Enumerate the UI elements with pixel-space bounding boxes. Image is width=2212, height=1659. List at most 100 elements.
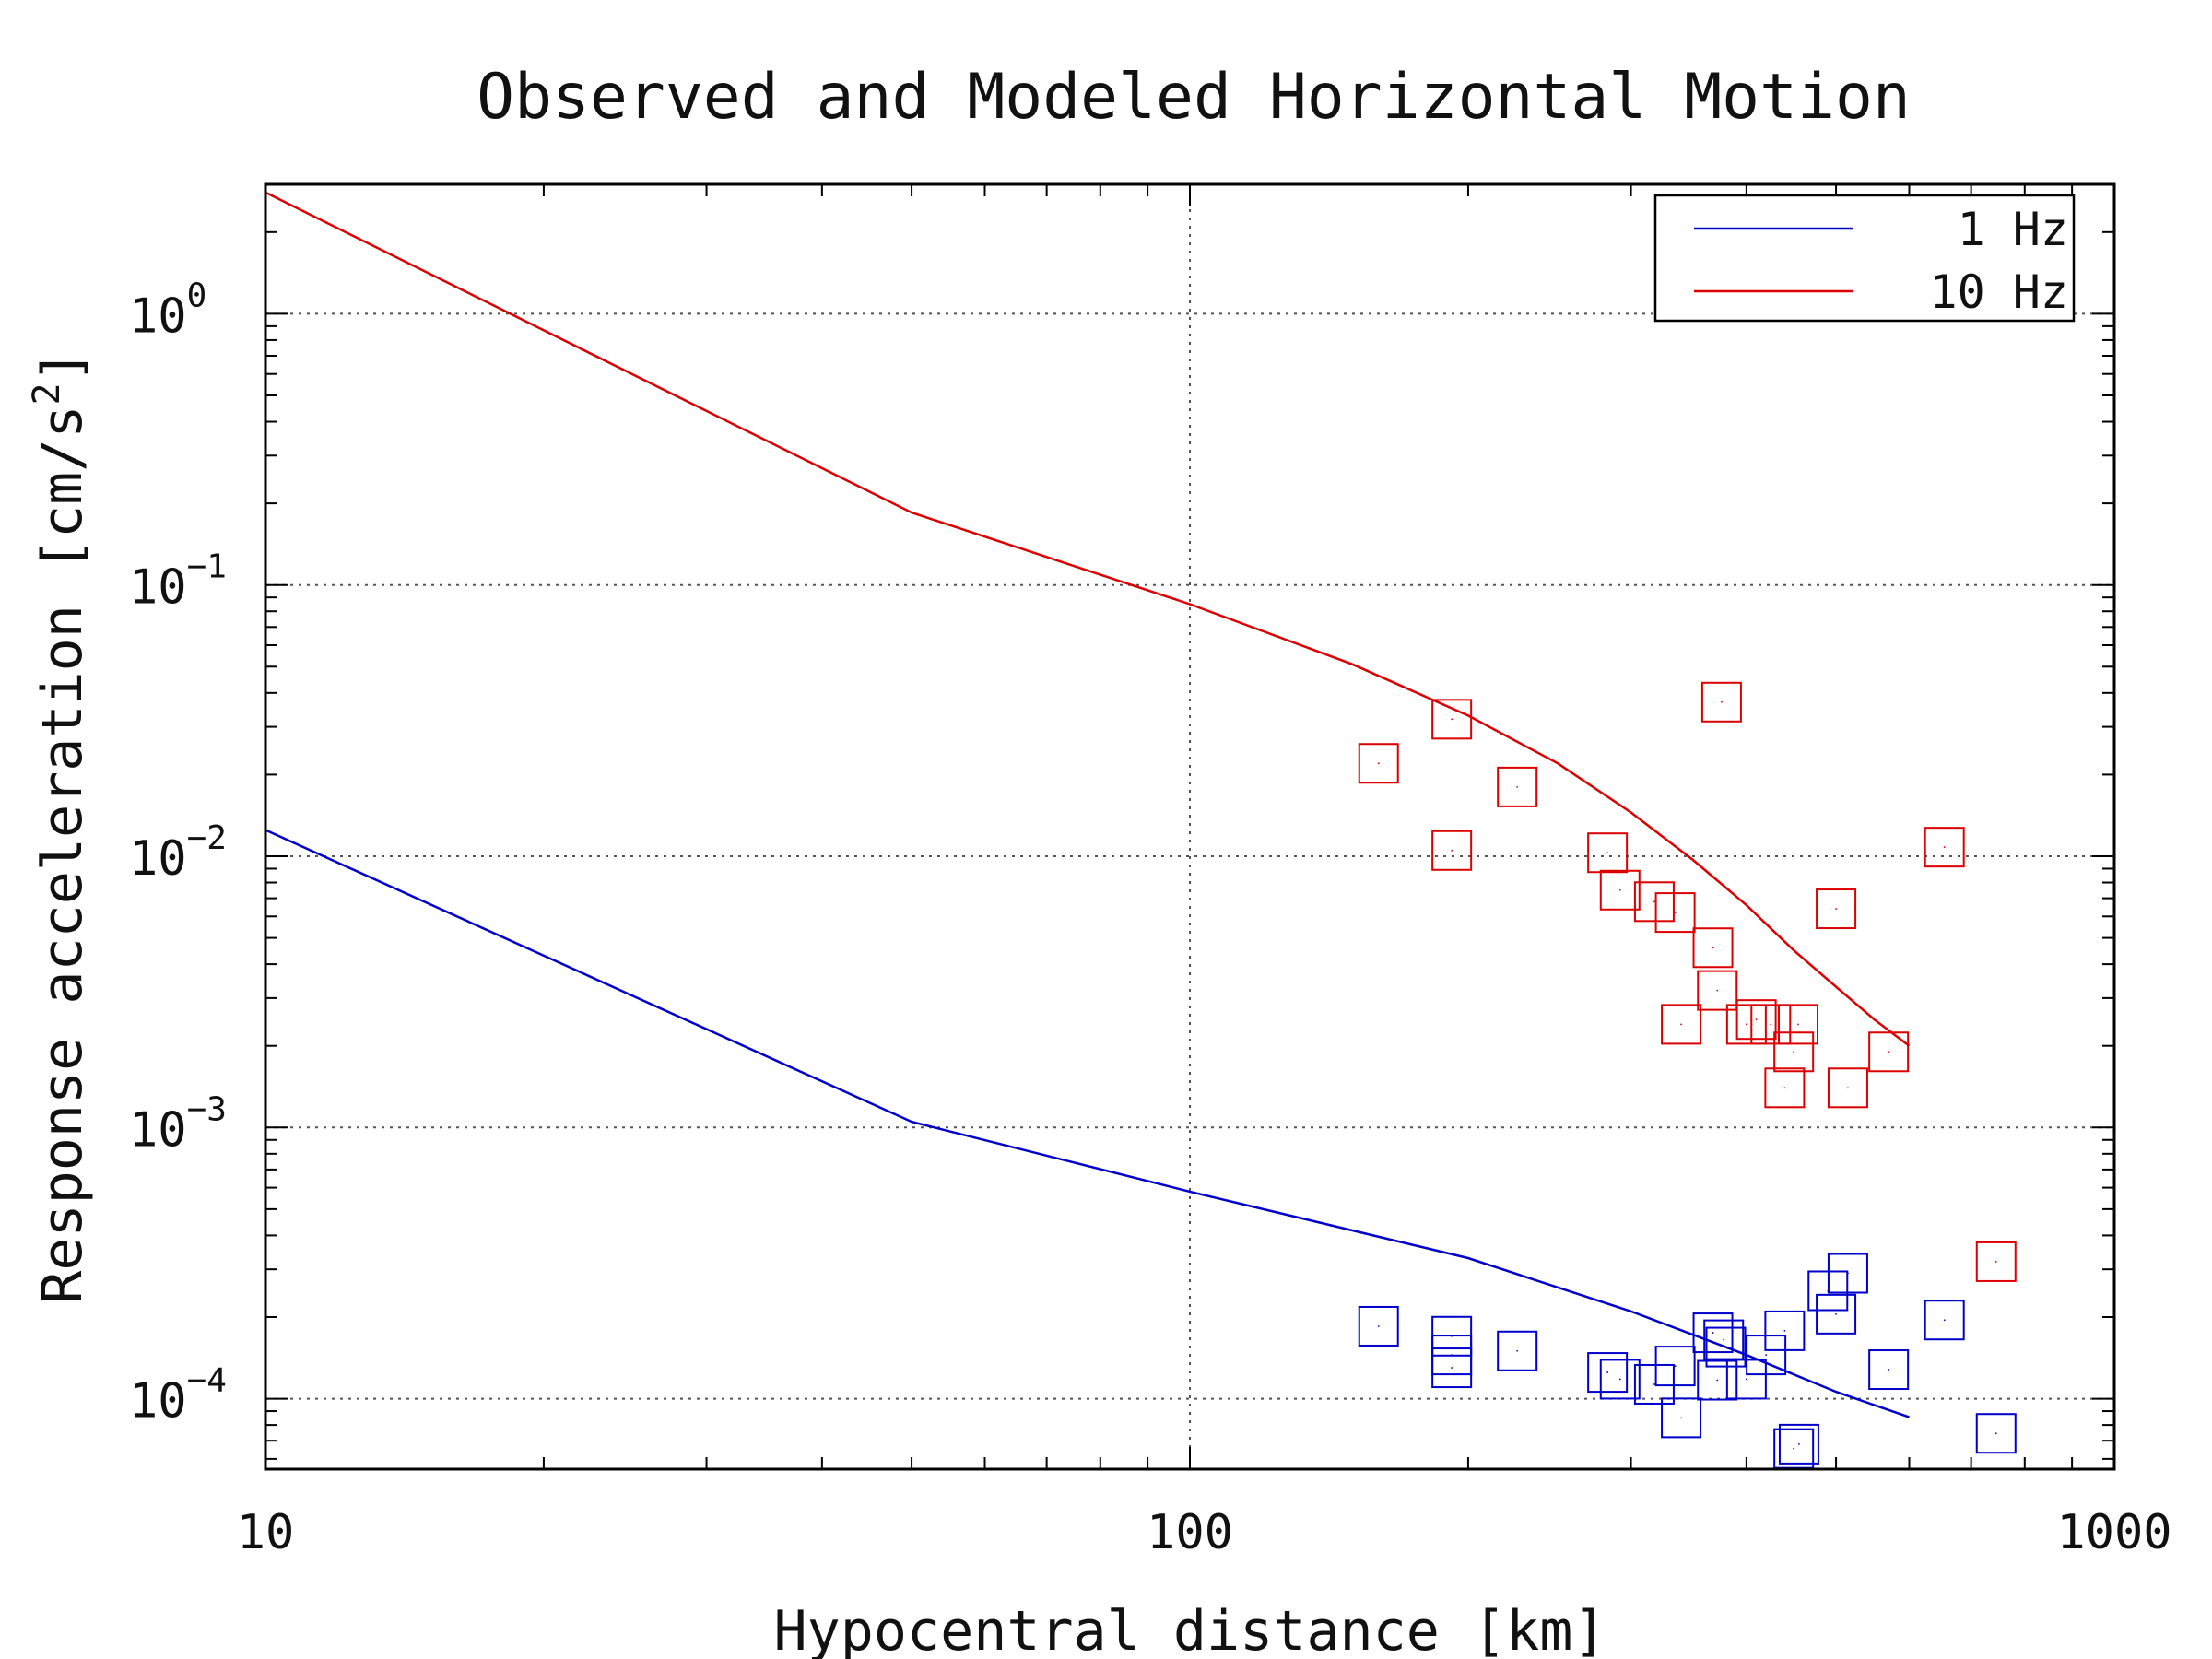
data-point-10-hz-observed [1697,970,1738,1011]
data-point-center [1943,846,1946,849]
ticks [265,183,2114,1469]
data-point-center [1451,1367,1453,1369]
data-point-10-hz-observed [1750,1004,1792,1045]
data-point-1-hz-observed [1587,1352,1629,1394]
y-tick-label: 10−2 [129,819,227,887]
data-point-center [1606,852,1609,854]
data-point-10-hz-observed [1773,1031,1815,1073]
y-tick-label: 10−1 [129,548,227,616]
data-point-10-hz-observed [1735,999,1777,1041]
data-point-center [1765,1354,1768,1357]
data-point-1-hz-observed [1431,1347,1473,1389]
legend: 1 Hz 10 Hz [1653,194,2076,323]
data-point-center [1755,1018,1758,1021]
data-point-center [1835,1312,1837,1315]
data-point-center [1835,908,1837,910]
y-tick-base: 10 [129,1102,187,1158]
data-point-center [1797,1023,1799,1026]
data-point-1-hz-observed [1599,1359,1641,1400]
x-axis-label: Hypocentral distance [km] [773,1599,1606,1659]
data-point-10-hz-observed [1431,830,1473,871]
data-point-10-hz-observed [1633,881,1675,923]
data-point-center [1653,1383,1655,1385]
data-point-1-hz-observed [1703,1319,1745,1360]
data-point-10-hz-observed [1692,927,1734,969]
data-point-center [1451,1354,1453,1357]
data-point-10-hz-observed [1924,827,1965,868]
data-point-center [1745,1378,1747,1381]
data-point-center [1716,989,1719,992]
data-point-center [1618,888,1621,891]
data-point-1-hz-observed [1827,1253,1868,1294]
data-point-1-hz-observed [1924,1300,1965,1341]
data-point-center [1516,1349,1519,1352]
data-point-center [1888,1051,1890,1053]
data-point-1-hz-observed [1692,1312,1734,1354]
series-group [265,191,2017,1469]
y-tick-exponent: −2 [187,819,227,857]
x-tick-label: 10 [237,1505,295,1560]
chart-title: Observed and Modeled Horizontal Motion [477,61,1911,134]
data-point-10-hz-observed [1725,1004,1767,1045]
legend-box [1653,194,2076,323]
x-tick-label: 1000 [2056,1505,2171,1560]
data-point-1-hz-observed [1778,1423,1819,1465]
data-point-center [1943,1319,1946,1322]
data-point-center [1847,1272,1849,1275]
data-point-1-hz-observed [1358,1305,1399,1347]
data-point-10-hz-observed [1587,832,1629,874]
y-axis-label-close: ] [30,349,95,382]
data-point-10-hz-observed [1700,681,1742,723]
y-tick-base: 10 [129,1374,187,1430]
y-tick-exponent: −4 [187,1362,227,1400]
data-point-10-hz-observed [1975,1241,2017,1282]
data-point-center [1798,1442,1800,1445]
y-axis-label-exp: 2 [26,382,68,405]
data-point-1-hz-observed [1705,1326,1747,1368]
y-tick-exponent: −3 [187,1090,227,1128]
data-point-center [1674,912,1677,913]
y-tick-exponent: 0 [187,276,207,314]
data-point-center [1618,1378,1621,1381]
data-point-1-hz-observed [1633,1363,1675,1405]
y-tick-base: 10 [129,560,187,616]
data-point-center [1745,1023,1747,1026]
data-point-center [1783,1329,1786,1332]
data-point-center [1680,1417,1682,1419]
legend-label: 10 Hz [1929,265,2068,319]
data-point-center [1377,1325,1380,1327]
data-point-1-hz-observed [1497,1330,1538,1371]
y-tick-exponent: −1 [187,548,227,586]
data-point-center [1888,1369,1890,1371]
data-point-1-hz-observed [1654,1346,1696,1387]
data-point-center [1770,1023,1772,1026]
data-point-center [1793,1447,1795,1450]
legend-label: 1 Hz [1958,203,2068,256]
series-line-1-hz [265,829,1910,1418]
y-tick-label: 10−3 [129,1090,227,1158]
data-point-1-hz-observed [1816,1293,1857,1335]
y-tick-base: 10 [129,831,187,887]
data-point-center [1712,1332,1714,1334]
y-tick-label: 10−4 [129,1362,227,1430]
data-point-1-hz-observed [1764,1310,1806,1351]
x-tick-label: 100 [1147,1505,1233,1560]
grid [265,184,2114,1469]
data-point-10-hz-observed [1599,869,1641,911]
data-point-10-hz-observed [1827,1067,1868,1109]
data-point-center [1451,718,1453,721]
data-point-10-hz-observed [1358,743,1399,784]
y-axis-label: Response acceleration [cm/s2] [26,349,95,1304]
data-point-center [1994,1432,1997,1435]
series-line-10-hz [265,191,1911,1047]
data-point-10-hz-observed [1868,1031,1910,1073]
data-point-10-hz-observed [1431,699,1473,740]
data-point-center [1847,1087,1849,1089]
data-point-center [1793,1051,1795,1053]
data-point-center [1674,1365,1677,1368]
data-point-10-hz-observed [1654,892,1696,934]
data-point-center [1712,947,1714,949]
data-point-center [1723,1338,1725,1341]
data-point-center [1377,762,1380,765]
